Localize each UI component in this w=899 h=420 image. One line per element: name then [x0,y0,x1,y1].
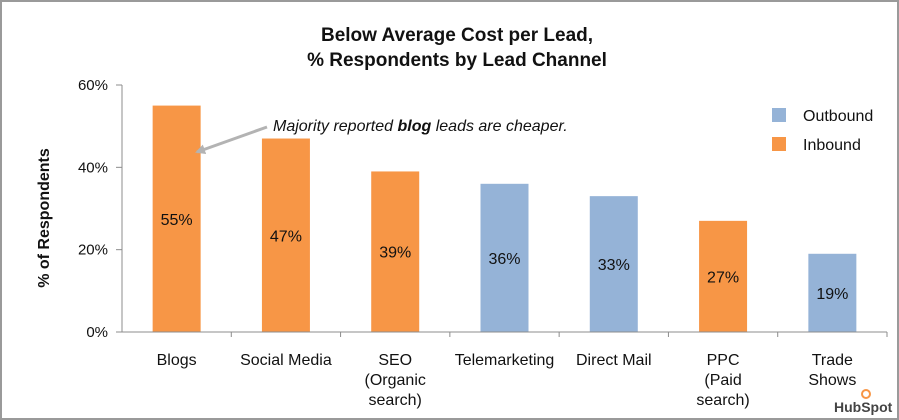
x-category-label: Shows [808,372,856,389]
bar-outbound [808,253,857,332]
bar-value-label: 33% [598,257,630,274]
bar-value-label: 27% [707,269,739,286]
data-labels-group: 55% 47% 39% 36% 33% 27% 19% [161,212,849,303]
x-category-label: Blogs [157,352,197,369]
category-labels-group: Blogs Social Media SEO (Organic search) Telem… [157,332,888,409]
bars-group [152,105,857,332]
bar-inbound [152,105,201,332]
legend-swatch-outbound [772,108,786,122]
y-axis-label: % of Respondents [36,148,53,288]
bar-inbound [261,138,310,332]
annotation-text-segment: Majority reported [273,118,398,135]
annotation-arrow [195,125,268,155]
legend-label-outbound: Outbound [803,108,873,125]
bar-inbound [699,220,748,332]
y-tick-label: 60% [78,77,108,94]
bar-inbound [371,171,420,332]
bar-value-label: 55% [161,212,193,229]
y-axis-ticks: 0% 20% 40% 60% [78,77,123,341]
x-category-label: PPC [707,352,740,369]
legend-swatch-inbound [772,137,786,151]
hubspot-logo-sprocket-icon [861,389,871,399]
x-category-label: (Organic [365,372,426,389]
legend: Outbound Inbound [772,108,873,154]
y-tick-label: 20% [78,242,108,259]
x-category-label: search) [369,392,422,409]
annotation-text: Majority reported blog leads are cheaper… [273,118,568,135]
legend-label-inbound: Inbound [803,137,861,154]
bar-value-label: 36% [488,251,520,268]
x-category-label: Social Media [240,352,332,369]
y-tick-label: 40% [78,159,108,176]
bar-value-label: 39% [379,245,411,262]
y-tick-label: 0% [86,324,108,341]
chart-title-line-1: Below Average Cost per Lead, [321,25,593,46]
bar-value-label: 47% [270,228,302,245]
bar-value-label: 19% [816,286,848,303]
annotation-text-segment: leads are cheaper. [431,118,567,135]
annotation-bold-word: blog [398,118,432,135]
x-category-label: search) [696,392,749,409]
chart-title-line-2: % Respondents by Lead Channel [307,50,607,71]
x-category-label: Telemarketing [455,352,555,369]
x-category-label: Direct Mail [576,352,652,369]
bar-outbound [480,183,529,332]
x-category-label: Trade [812,352,853,369]
x-category-label: SEO [378,352,412,369]
x-category-label: (Paid [704,372,741,389]
hubspot-logo: HubSpot [834,399,893,415]
bar-outbound [589,196,638,332]
